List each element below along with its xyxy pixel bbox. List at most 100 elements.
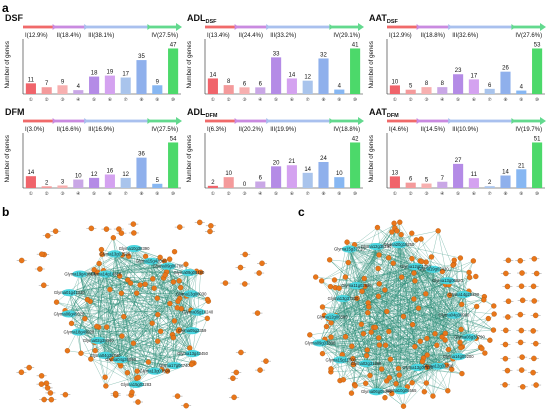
y-axis-label: Number of genes xyxy=(186,41,193,88)
network-edge xyxy=(68,265,169,315)
hub-gene-label: Glyma15g37710 xyxy=(334,247,365,252)
network-node xyxy=(41,396,47,403)
network-edge xyxy=(109,289,121,360)
network-edge xyxy=(454,260,470,338)
network-node xyxy=(459,301,465,308)
hub-gene-label: Glyma18g49920 xyxy=(64,330,95,335)
stage-arrow-segment xyxy=(86,119,150,123)
network-edge xyxy=(319,336,443,344)
network-node xyxy=(151,285,157,291)
network-node xyxy=(531,256,538,262)
network-node xyxy=(418,258,425,265)
network-edge xyxy=(365,269,434,364)
network-node xyxy=(487,337,493,343)
network-node xyxy=(518,327,525,334)
network-node xyxy=(409,380,415,386)
bar xyxy=(223,177,234,188)
network-node xyxy=(171,318,178,324)
network-node xyxy=(256,270,262,276)
network-edge xyxy=(356,266,416,286)
stage-arrow-head xyxy=(540,117,546,125)
bar-value-label: 7 xyxy=(441,176,445,182)
stage-label: IV(27.6%) xyxy=(515,33,542,39)
stage-label: II(18.4%) xyxy=(57,33,81,39)
bar xyxy=(484,88,495,94)
network-node xyxy=(517,311,524,318)
network-node xyxy=(435,228,441,234)
stage-arrow-segment xyxy=(450,25,514,29)
hub-gene-label: Glyma12g01720 xyxy=(400,264,431,269)
network-edge xyxy=(368,306,377,392)
stage-label: I(6.3%) xyxy=(207,127,226,133)
chart-title-main: DSF xyxy=(5,13,24,23)
network-node xyxy=(174,393,181,399)
stage-label: III(38.1%) xyxy=(88,33,114,39)
network-node xyxy=(413,237,419,243)
bar-value-label: 26 xyxy=(502,66,509,72)
stage-arrow-head xyxy=(358,23,364,31)
bar-value-label: 17 xyxy=(471,73,478,79)
x-tick-label: ⑩ xyxy=(171,191,176,196)
bar-value-label: 10 xyxy=(225,171,232,177)
network-node xyxy=(367,372,373,379)
network-edge xyxy=(356,285,470,338)
network-edge xyxy=(89,273,107,302)
network-node xyxy=(237,264,244,271)
chart-title-sub: DFM xyxy=(387,113,399,119)
network-edge xyxy=(157,298,193,331)
network-edge xyxy=(111,311,198,359)
network-hub-node xyxy=(147,367,163,375)
network-node xyxy=(328,366,334,372)
network-node xyxy=(502,355,509,362)
stage-arrow-segment xyxy=(23,25,55,29)
network-edge xyxy=(105,273,198,313)
network-node xyxy=(363,352,370,359)
network-node xyxy=(170,279,177,285)
chart-title-main: AAT xyxy=(369,13,387,23)
x-tick-label: ⑦ xyxy=(306,97,311,102)
network-node xyxy=(331,277,338,283)
stage-label: IV(29.1%) xyxy=(333,33,360,39)
network-edge xyxy=(69,292,158,315)
network-node xyxy=(94,323,100,330)
x-tick-label: ② xyxy=(409,97,414,102)
bar-value-label: 41 xyxy=(352,42,359,48)
network-hub-node xyxy=(393,387,409,395)
stage-label: I(13.4%) xyxy=(207,33,230,39)
network-edge xyxy=(69,278,153,293)
network-edge xyxy=(400,280,448,391)
network-node xyxy=(442,330,448,337)
x-tick-label: ⑥ xyxy=(472,97,477,102)
x-tick-label: ② xyxy=(45,191,50,196)
network-edge xyxy=(415,266,464,295)
hub-gene-label: Glyma14g09200 xyxy=(443,354,474,359)
network-node xyxy=(187,345,193,351)
network-node xyxy=(342,334,349,340)
network-node xyxy=(99,251,105,257)
network-node xyxy=(345,259,351,266)
network-node xyxy=(45,232,51,239)
x-tick-label: ⑦ xyxy=(306,191,311,196)
hub-gene-label: Glyma12g06380 xyxy=(317,314,348,319)
network-hub-node xyxy=(97,351,113,359)
network-node xyxy=(257,367,263,373)
network-node xyxy=(41,282,47,288)
network-edge xyxy=(376,299,484,392)
bar-value-label: 16 xyxy=(107,169,114,175)
chart-3: AATDSF I(12.9%) II(18.8%) III(32.6%) IV(27.6… xyxy=(368,13,546,102)
network-node xyxy=(188,361,195,368)
network-edge xyxy=(332,230,398,318)
network-node xyxy=(531,298,538,304)
network-edge xyxy=(150,261,193,331)
network-edge xyxy=(56,302,175,366)
network-node xyxy=(409,321,416,328)
bar xyxy=(136,60,147,94)
x-tick-label: ⑥ xyxy=(290,191,295,196)
network-node xyxy=(518,367,525,373)
network-edge xyxy=(104,253,116,356)
bar xyxy=(405,89,416,94)
hub-gene-label: Glyma05g18240 xyxy=(182,310,213,315)
network-node xyxy=(176,278,182,284)
network-hub-node xyxy=(439,277,455,285)
